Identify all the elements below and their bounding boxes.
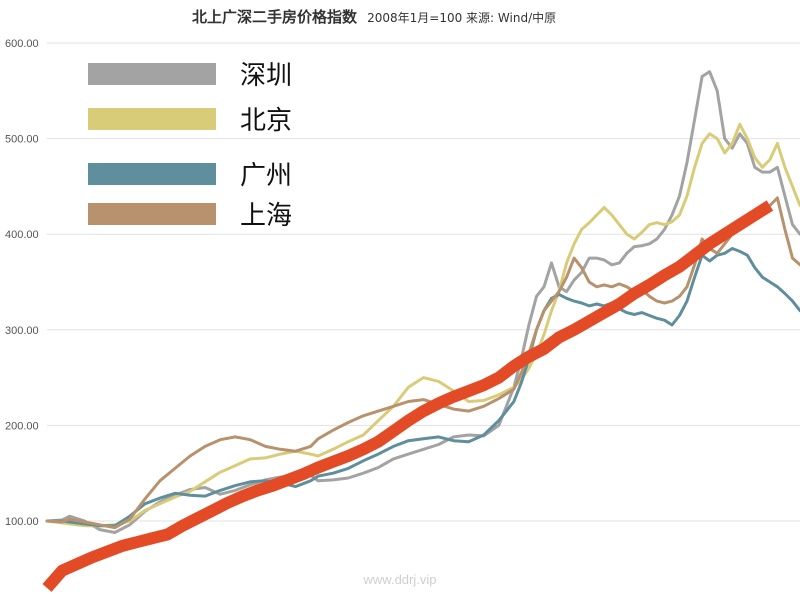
series-line-series-4 [45, 196, 800, 530]
y-axis-tick-labels: 100.00 200.00 300.00 400.00 500.00 600.00 [5, 38, 39, 528]
legend-label: 广州 [240, 161, 292, 191]
legend-label: 上海 [240, 201, 292, 231]
watermark: www.ddrj.vip [363, 572, 437, 587]
legend-swatch [88, 108, 216, 130]
series-lines [42, 70, 800, 592]
y-tick-label: 400.00 [5, 229, 39, 241]
y-tick-label: 100.00 [5, 516, 39, 528]
legend-swatch [88, 203, 216, 225]
legend-label: 深圳 [240, 61, 292, 91]
y-tick-label: 200.00 [5, 420, 39, 432]
y-tick-label: 600.00 [5, 38, 39, 50]
chart-title: 北上广深二手房价格指数 [192, 8, 358, 26]
legend-swatch [88, 163, 216, 185]
gridlines [47, 42, 800, 522]
series-line-trend [42, 200, 774, 592]
y-tick-label: 500.00 [5, 134, 39, 146]
legend-label: 北京 [240, 106, 292, 136]
chart-subtitle: 2008年1月=100 来源: Wind/中原 [367, 10, 556, 25]
legend-swatch [88, 63, 216, 85]
y-tick-label: 300.00 [5, 325, 39, 337]
chart-title-line: 北上广深二手房价格指数 2008年1月=100 来源: Wind/中原 [192, 7, 556, 26]
